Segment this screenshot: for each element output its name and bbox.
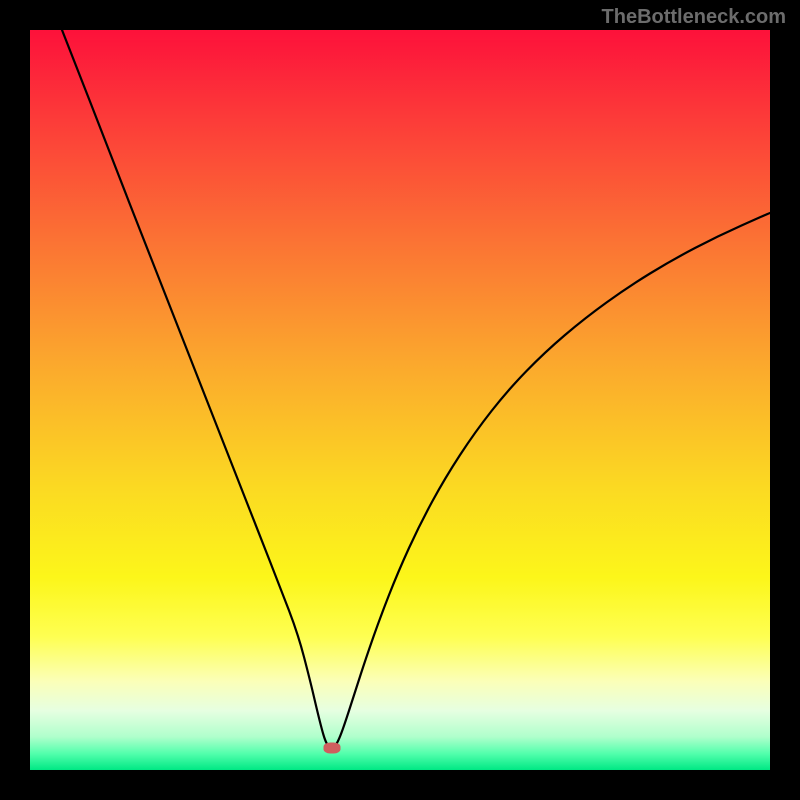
minimum-marker — [324, 743, 341, 754]
bottleneck-curve — [30, 30, 770, 770]
curve-right-branch — [330, 213, 770, 748]
plot-area — [30, 30, 770, 770]
watermark-text: TheBottleneck.com — [602, 6, 786, 29]
curve-left-branch — [62, 30, 330, 748]
